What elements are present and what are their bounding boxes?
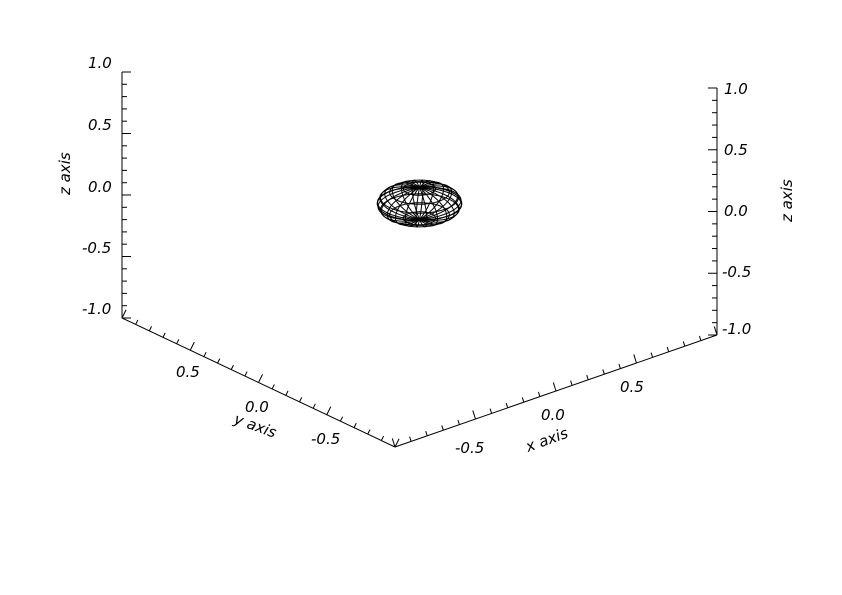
y-axis-tick [285,390,289,396]
y-axis-tick [217,358,221,364]
y-axis-tick [299,397,303,403]
y-axis-tick [244,371,248,377]
y-axis-tick [353,422,357,428]
x-axis-tick [586,374,589,380]
parallel-line [379,181,460,214]
x-tick-label-1: -0.5 [455,439,484,457]
x-tick-label-3: 0.5 [620,378,644,396]
x-axis-tick [633,354,637,364]
x-axis-tick [472,410,476,420]
z-left-axis-label: z axis [56,152,74,196]
z-left-tick-label-3: 0.0 [88,178,112,196]
y-axis-tick [326,406,332,415]
parallel-line [389,179,450,205]
x-axis-tick [391,438,396,448]
x-axis-tick [521,397,525,403]
y-axis-tick [258,374,263,383]
parallel-line [402,181,437,196]
z-left-tick-label-1: 1.0 [88,54,112,72]
y-axis-tick [230,364,234,370]
x-axis-tick [457,419,460,425]
parallel-line [389,202,450,228]
z-right-tick-label-2: 0.5 [724,141,748,159]
x-axis-tick [713,326,718,336]
x-axis-tick [650,352,654,358]
z-right-tick-label-1: 1.0 [724,80,748,98]
x-axis-tick [602,369,605,375]
z-right-tick-label-4: -0.5 [722,263,751,281]
parallel-line [379,193,460,226]
z-right-tick-label-5: -1.0 [722,320,751,338]
parallel-line [402,211,437,226]
y-axis-tick [176,339,180,345]
x-tick-label-2: 0.0 [541,406,565,424]
z-left-tick-label-4: -0.5 [82,239,111,257]
z-left-tick-label-2: 0.5 [88,116,112,134]
x-axis-tick [409,436,412,442]
y-axis-tick [189,341,195,351]
x-axis-tick [618,363,621,369]
y-axis-tick [162,332,166,338]
y-axis-tick [312,403,316,409]
y-axis-tick [380,435,385,441]
equator-line [376,185,463,222]
y-axis-tick [203,351,207,357]
y-axis-tick [148,326,152,332]
x-axis-tick [537,391,541,397]
x-axis-tick [441,425,444,431]
y-axis-tick [394,438,400,448]
x-axis-tick [698,335,702,341]
y-axis-tick [121,309,127,319]
x-axis-tick [552,382,557,392]
x-axis-tick [425,430,428,436]
y-tick-label-3: -0.5 [311,430,340,448]
x-axis-tick [666,346,670,352]
y-axis-tick [367,429,371,435]
y-axis-tick [339,416,344,422]
z-right-tick-label-3: 0.0 [724,202,748,220]
tick-marks [121,71,718,448]
z-left-tick-label-5: -1.0 [82,300,111,318]
x-axis-tick [489,408,493,414]
y-axis-tick [271,384,275,390]
x-axis-tick [570,380,573,386]
y-axis-tick [135,319,139,325]
y-tick-label-2: 0.0 [245,398,269,416]
y-tick-label-1: 0.5 [176,363,200,381]
z-right-axis-label: z axis [778,179,796,223]
x-axis-tick [682,341,686,347]
x-axis-label: x axis [522,424,570,456]
x-axis-tick [505,402,509,408]
ellipsoid-wireframe [376,179,463,228]
